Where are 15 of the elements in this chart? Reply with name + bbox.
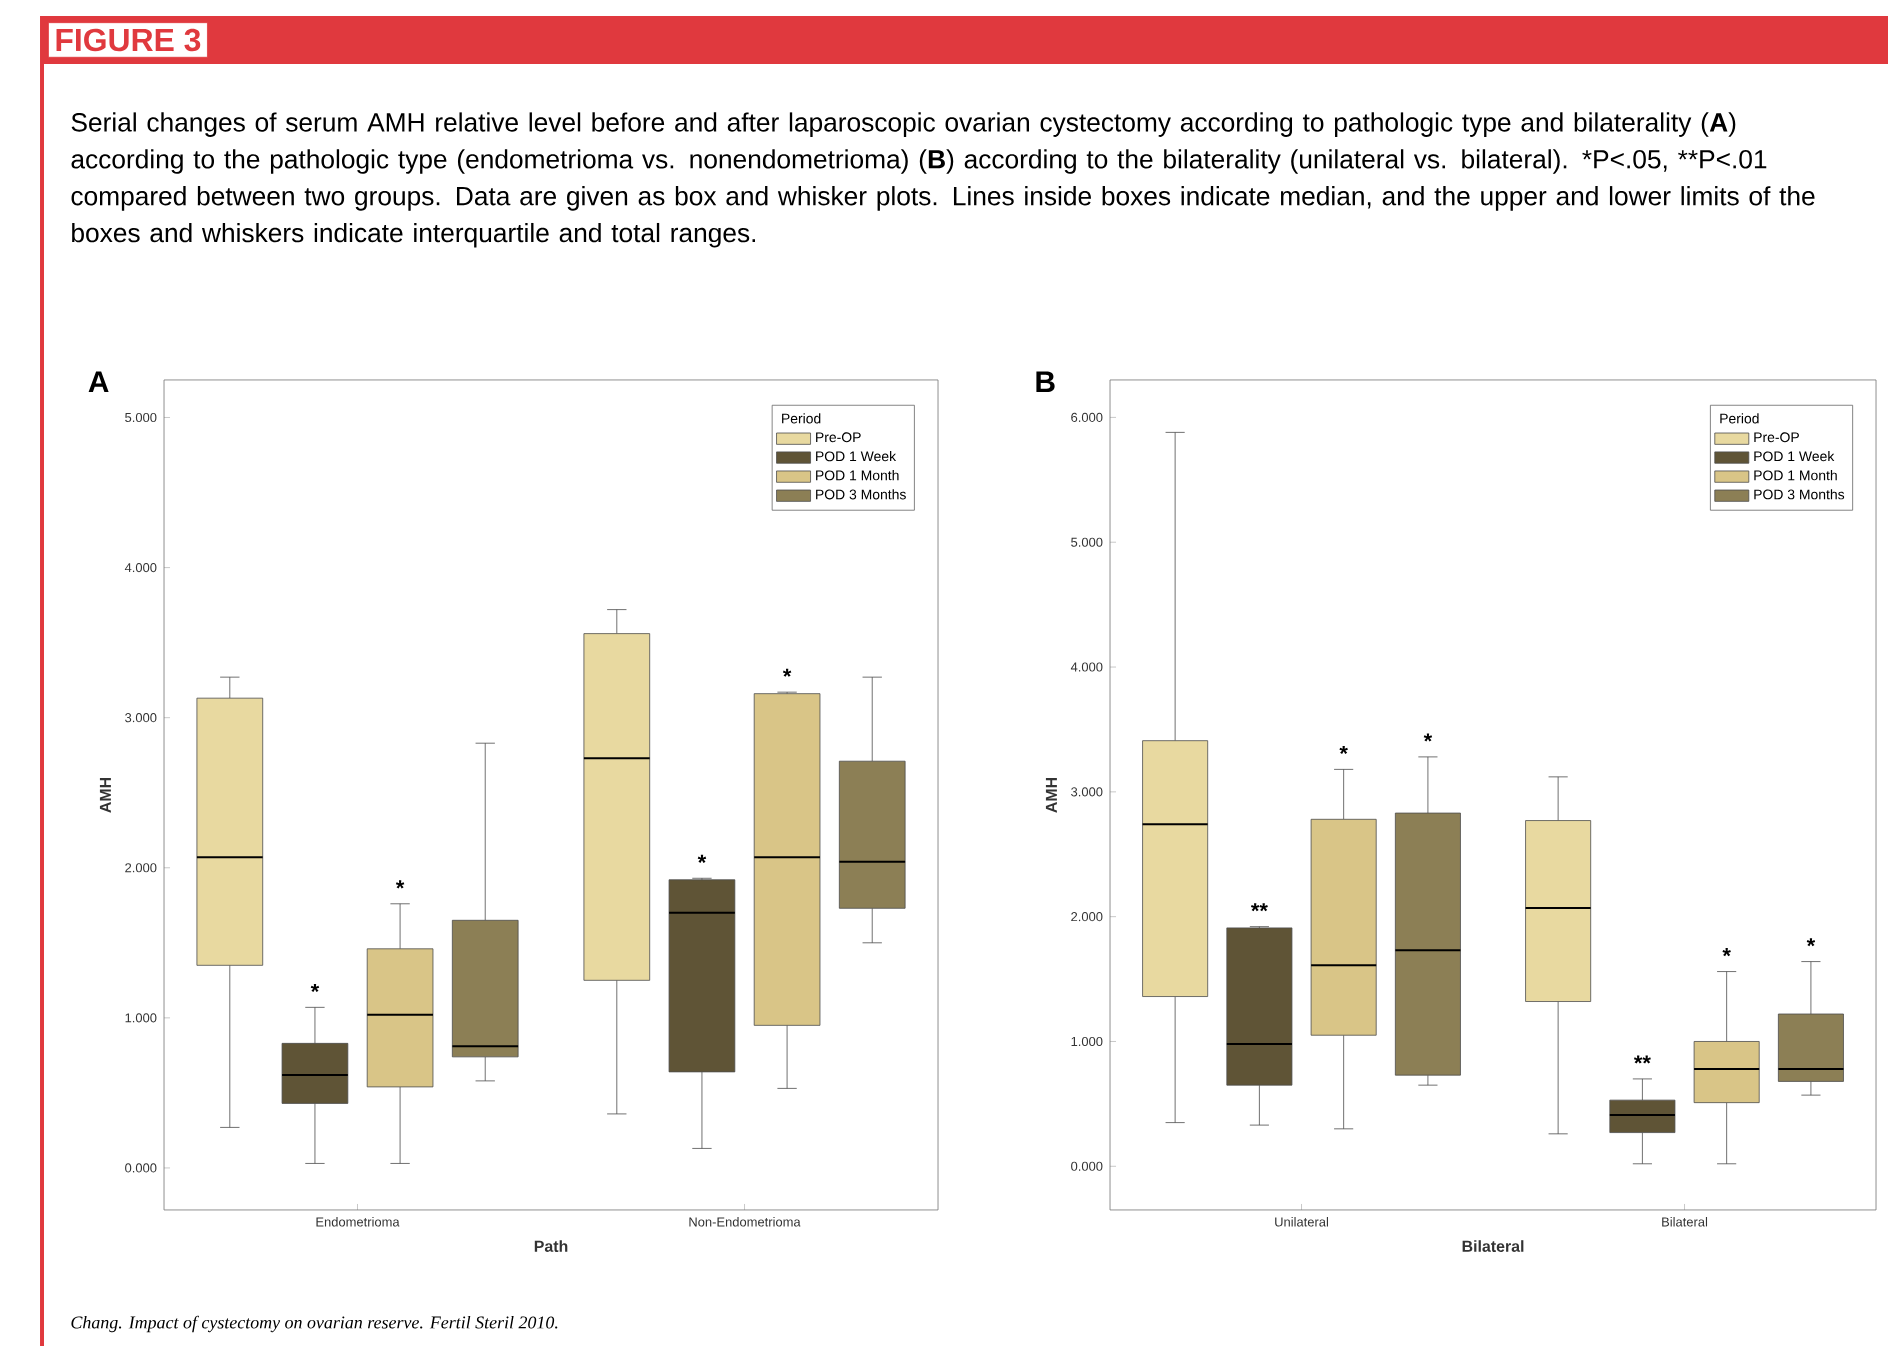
text: ** <box>1633 1055 1651 1064</box>
text: ** <box>1250 903 1268 912</box>
text: * <box>1722 948 1731 957</box>
text: * <box>697 854 707 863</box>
text: * <box>395 880 405 889</box>
text: * <box>782 668 792 677</box>
text: Chang. Impact of cystectomy on ovarian reserve. Fertil Steril 2010. <box>71 1315 558 1333</box>
caption: FIGURE 3 <box>56 28 201 52</box>
chart-title: A <box>88 371 109 393</box>
text: Serial changes of serum AMH relative level before and after laparoscopic ovarian cystectomy according to pathologic type and bilaterality (A) according to the pathologic type (endometrioma vs. nonendometrioma) (B) according to the bilaterality (unilateral vs. bilateral). *P<.05, **P<.01 compared between two groups. Data are given as box and whisker plots. Lines inside boxes indicate median, and the upper and lower limits of the boxes and whiskers indicate interquartile and total ranges. <box>71 112 1815 248</box>
text: * <box>310 983 320 993</box>
text: * <box>1339 745 1348 755</box>
text: * <box>1806 938 1816 947</box>
chart-title: B <box>1036 371 1055 393</box>
text: * <box>1423 733 1433 742</box>
